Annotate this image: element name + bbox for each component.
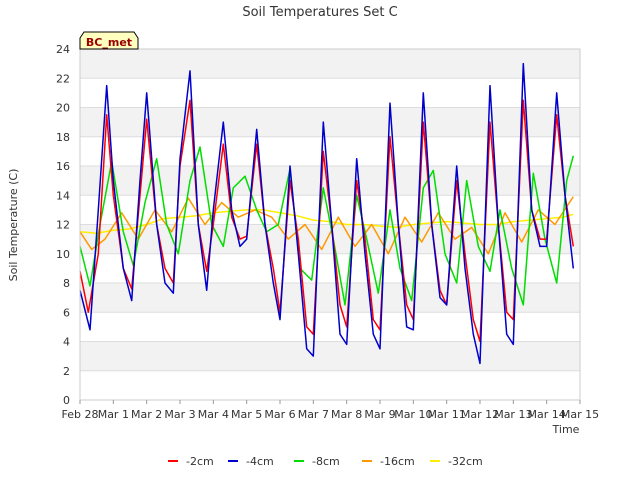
plot-band	[80, 370, 580, 400]
y-axis-label: Soil Temperature (C)	[7, 169, 20, 282]
y-tick-label: 8	[63, 277, 70, 290]
series-line-minus-8cm	[79, 146, 575, 306]
plot-band	[80, 78, 580, 108]
y-tick-label: 2	[63, 365, 70, 378]
plot-band	[80, 136, 580, 166]
plot-band	[80, 166, 580, 196]
x-tick-label: Mar 7	[298, 408, 329, 421]
plot-band	[80, 312, 580, 342]
plot-border	[79, 48, 581, 401]
series-layer	[79, 62, 575, 365]
plot-frame	[79, 48, 581, 401]
y-tick-label: 24	[56, 43, 70, 56]
x-tick-label: Mar 3	[164, 408, 195, 421]
x-tick-label: Mar 12	[461, 408, 499, 421]
series-line-minus-2cm	[79, 99, 575, 343]
y-tick-label: 6	[63, 306, 70, 319]
legend-label: -4cm	[246, 455, 274, 468]
plot-band	[80, 224, 580, 254]
x-tick-label: Mar 2	[131, 408, 162, 421]
y-tick-label: 12	[56, 219, 70, 232]
y-tick-label: 20	[56, 102, 70, 115]
x-tick-label: Mar 10	[394, 408, 432, 421]
x-tick-label: Mar 14	[528, 408, 566, 421]
x-tick-label: Mar 1	[98, 408, 129, 421]
legend-label: -32cm	[448, 455, 483, 468]
y-tick-label: 16	[56, 160, 70, 173]
x-tick-label: Mar 11	[428, 408, 466, 421]
plot-band	[80, 49, 580, 79]
legend-label: -16cm	[380, 455, 415, 468]
x-axis-label: Time	[552, 423, 580, 436]
x-tick-label: Feb 28	[62, 408, 99, 421]
x-tick-label: Mar 15	[561, 408, 599, 421]
y-tick-label: 18	[56, 131, 70, 144]
x-tick-label: Mar 6	[264, 408, 295, 421]
plot-band	[80, 253, 580, 283]
series-line-minus-4cm	[79, 62, 575, 365]
station-badge-shape	[79, 31, 139, 50]
x-tick-label: Mar 9	[364, 408, 395, 421]
station-badge: BC_met	[79, 31, 139, 50]
station-badge-label: BC_met	[86, 36, 132, 49]
y-tick-label: 4	[63, 336, 70, 349]
x-axis-ticks: Feb 28 Mar 1 Mar 2 Mar 3 Mar 4 Mar 5 Mar 6 Mar …	[62, 400, 599, 421]
y-tick-label: 0	[63, 394, 70, 407]
x-tick-label: Mar 13	[494, 408, 532, 421]
plot-band	[80, 341, 580, 371]
legend-label: -8cm	[312, 455, 340, 468]
plot-band	[80, 283, 580, 313]
legend-label: -2cm	[186, 455, 214, 468]
y-tick-label: 14	[56, 189, 70, 202]
y-tick-label: 22	[56, 72, 70, 85]
chart-title: Soil Temperatures Set C	[242, 5, 397, 20]
legend: -2cm -4cm -8cm -16cm -32cm	[168, 455, 483, 468]
x-tick-label: Mar 8	[331, 408, 362, 421]
plot-band	[80, 107, 580, 137]
x-tick-label: Mar 5	[231, 408, 262, 421]
x-tick-label: Mar 4	[198, 408, 229, 421]
y-tick-label: 10	[56, 248, 70, 261]
